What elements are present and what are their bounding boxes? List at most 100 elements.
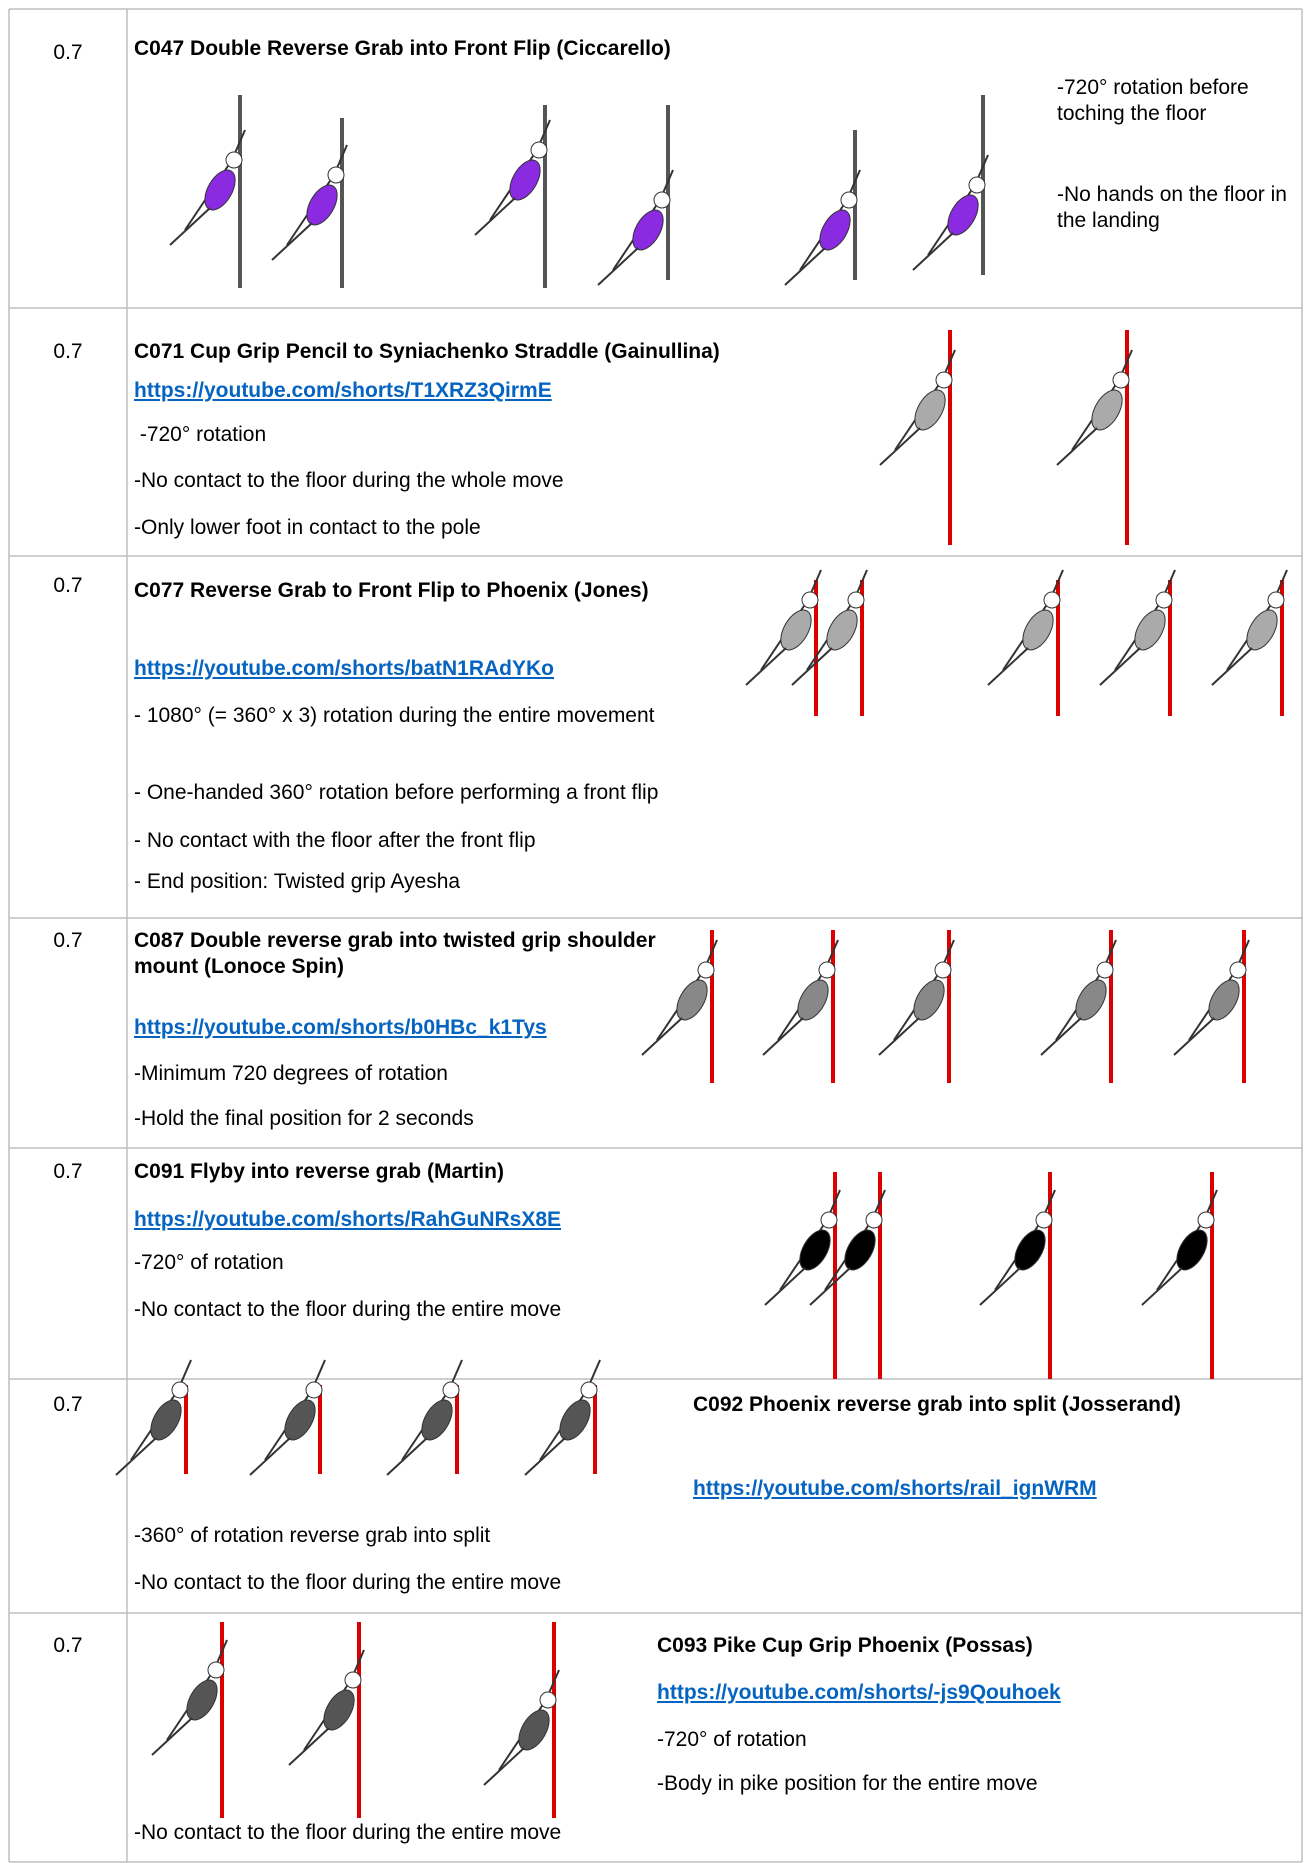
illustration <box>204 169 236 211</box>
note: -Hold the final position for 2 seconds <box>134 1107 474 1130</box>
illustration <box>530 141 548 159</box>
illustration <box>539 1691 557 1709</box>
illustration <box>797 979 829 1021</box>
illustration <box>914 389 946 431</box>
video-link[interactable]: https://youtube.com/shorts/batN1RAdYKo <box>134 657 555 680</box>
illustration <box>169 207 211 246</box>
illustration <box>1197 1211 1215 1229</box>
illustration <box>1035 1211 1053 1229</box>
illustration <box>284 1399 316 1441</box>
element-title: C071 Cup Grip Pencil to Syniachenko Stra… <box>134 340 720 363</box>
video-link[interactable]: https://youtube.com/shorts/rail_ignWRM <box>693 1477 1097 1500</box>
illustration <box>327 166 345 184</box>
note: -No contact to the floor during the whol… <box>134 469 564 492</box>
note: - One-handed 360° rotation before perfor… <box>134 781 659 804</box>
note: -720° rotation before toching the floor <box>1057 76 1249 125</box>
illustration <box>1229 961 1247 979</box>
illustration <box>509 159 541 201</box>
illustration <box>935 371 953 389</box>
difficulty-value: 0.7 <box>53 41 83 64</box>
illustration <box>819 209 851 251</box>
illustration <box>809 1267 851 1306</box>
illustration <box>1134 609 1166 651</box>
illustration <box>840 191 858 209</box>
illustration <box>912 232 954 271</box>
illustration <box>1091 389 1123 431</box>
note: -720° rotation <box>134 423 267 446</box>
illustration <box>826 609 858 651</box>
note: -720° of rotation <box>657 1728 807 1751</box>
illustration <box>1075 979 1107 1021</box>
illustration <box>1022 609 1054 651</box>
illustration <box>524 1437 566 1476</box>
illustration <box>820 1211 838 1229</box>
illustration <box>171 1381 189 1399</box>
note: -Minimum 720 degrees of rotation <box>134 1062 448 1085</box>
illustration <box>676 979 708 1021</box>
illustration <box>1141 1267 1183 1306</box>
illustration <box>151 1717 193 1756</box>
illustration <box>780 609 812 651</box>
element-title: C091 Flyby into reverse grab (Martin) <box>134 1160 504 1183</box>
illustration <box>847 591 865 609</box>
note: - 1080° (= 360° x 3) rotation during the… <box>134 704 655 727</box>
element-title: C077 Reverse Grab to Front Flip to Phoen… <box>134 579 649 602</box>
note: -720° of rotation <box>134 1251 284 1274</box>
illustration <box>745 647 787 686</box>
note: -No hands on the floor in the landing <box>1057 183 1287 232</box>
illustration <box>271 222 313 261</box>
note: -No contact to the floor during the enti… <box>134 1821 562 1844</box>
illustration <box>1014 1229 1046 1271</box>
difficulty-value: 0.7 <box>53 574 83 597</box>
illustration <box>844 1229 876 1271</box>
video-link[interactable]: https://youtube.com/shorts/-js9Qouhoek <box>657 1681 1061 1704</box>
video-link[interactable]: https://youtube.com/shorts/T1XRZ3QirmE <box>134 379 552 402</box>
illustration <box>1267 591 1285 609</box>
illustration <box>1096 961 1114 979</box>
difficulty-value: 0.7 <box>53 340 83 363</box>
illustration <box>306 184 338 226</box>
illustration <box>799 1229 831 1271</box>
note: -Only lower foot in contact to the pole <box>134 516 481 539</box>
illustration <box>1056 427 1098 466</box>
video-link[interactable]: https://youtube.com/shorts/b0HBc_k1Tys <box>134 1016 547 1039</box>
illustration <box>784 247 826 286</box>
illustration <box>1208 979 1240 1021</box>
illustration <box>1043 591 1061 609</box>
illustration <box>207 1661 225 1679</box>
illustration <box>641 1017 683 1056</box>
difficulty-value: 0.7 <box>53 1160 83 1183</box>
illustration <box>559 1399 591 1441</box>
illustration <box>115 1437 157 1476</box>
element-title: C047 Double Reverse Grab into Front Flip… <box>134 37 671 60</box>
video-link[interactable]: https://youtube.com/shorts/RahGuNRsX8E <box>134 1208 562 1231</box>
illustration <box>1173 1017 1215 1056</box>
illustration <box>1112 371 1130 389</box>
difficulty-value: 0.7 <box>53 1393 83 1416</box>
illustration <box>597 247 639 286</box>
illustration <box>987 647 1029 686</box>
note: - No contact with the floor after the fr… <box>134 829 536 852</box>
element-title: C093 Pike Cup Grip Phoenix (Possas) <box>657 1634 1033 1657</box>
illustration <box>801 591 819 609</box>
illustration <box>1040 1017 1082 1056</box>
illustration <box>580 1381 598 1399</box>
illustration <box>518 1709 550 1751</box>
illustration <box>186 1679 218 1721</box>
illustration <box>934 961 952 979</box>
illustration <box>249 1437 291 1476</box>
illustration <box>474 197 516 236</box>
illustration <box>968 176 986 194</box>
illustration <box>947 194 979 236</box>
illustration <box>979 1267 1021 1306</box>
illustration <box>632 209 664 251</box>
note: - End position: Twisted grip Ayesha <box>134 870 461 893</box>
note: -No contact to the floor during the enti… <box>134 1298 562 1321</box>
illustration <box>697 961 715 979</box>
illustration <box>150 1399 182 1441</box>
illustration <box>225 151 243 169</box>
illustration <box>878 1017 920 1056</box>
illustration <box>1176 1229 1208 1271</box>
illustration <box>791 647 833 686</box>
